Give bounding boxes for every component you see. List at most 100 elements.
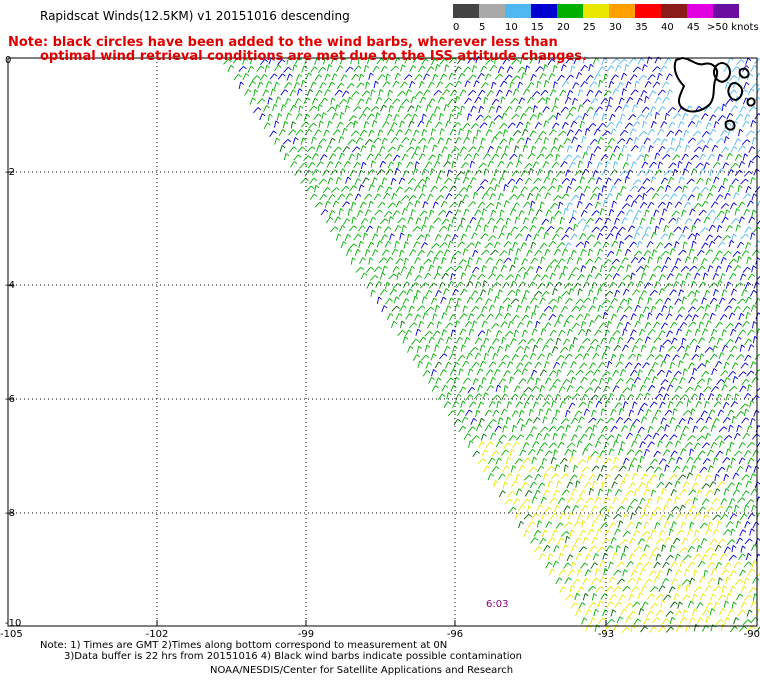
- wind-barb: [366, 249, 371, 253]
- wind-barb: [716, 138, 722, 144]
- wind-barb: [747, 273, 753, 281]
- wind-barb: [661, 473, 665, 477]
- wind-barb: [434, 361, 440, 369]
- wind-barb: [499, 209, 502, 217]
- wind-barb: [501, 354, 507, 361]
- wind-barb: [647, 297, 650, 305]
- wind-barb: [386, 281, 391, 285]
- wind-barb: [428, 120, 433, 124]
- wind-barb: [467, 313, 472, 321]
- wind-barb: [499, 258, 503, 262]
- wind-barb: [462, 217, 466, 221]
- wind-barb: [697, 512, 701, 517]
- wind-barb: [742, 306, 748, 313]
- wind-barb: [535, 161, 540, 165]
- wind-barb: [539, 168, 544, 172]
- wind-barb: [390, 122, 395, 129]
- wind-barb: [530, 200, 533, 208]
- wind-barb: [569, 202, 573, 206]
- wind-barb: [444, 361, 449, 369]
- wind-barb: [526, 65, 531, 69]
- wind-barb: [441, 384, 446, 392]
- wind-barb: [419, 360, 423, 364]
- wind-barb: [687, 291, 693, 298]
- wind-barb: [689, 338, 695, 346]
- wind-barb: [498, 114, 503, 119]
- wind-barb: [691, 376, 696, 380]
- wind-barb: [660, 434, 666, 441]
- wind-barb: [647, 74, 653, 81]
- wind-barb: [535, 209, 540, 216]
- wind-barb: [447, 240, 451, 248]
- wind-barb: [331, 187, 337, 193]
- wind-barb: [546, 466, 552, 472]
- wind-barb: [613, 513, 619, 520]
- wind-barb: [724, 370, 729, 374]
- wind-barb: [527, 449, 533, 456]
- wind-barb: [587, 161, 590, 169]
- wind-barb: [443, 249, 448, 257]
- wind-barb: [672, 137, 676, 141]
- wind-barb: [446, 345, 451, 349]
- wind-barb: [751, 321, 755, 329]
- wind-barb: [507, 257, 512, 261]
- wind-barb: [462, 400, 466, 404]
- wind-barb: [624, 401, 629, 405]
- wind-barb: [509, 498, 513, 502]
- wind-barb: [517, 273, 521, 278]
- wind-barb: [232, 57, 239, 64]
- wind-barb: [383, 211, 390, 217]
- wind-barb: [442, 296, 447, 300]
- wind-barb: [502, 129, 506, 137]
- wind-barb: [537, 489, 541, 493]
- wind-barb: [470, 313, 475, 317]
- wind-barb: [520, 242, 525, 250]
- wind-barb: [560, 418, 567, 425]
- wind-barb: [725, 203, 730, 207]
- wind-barb: [630, 272, 633, 280]
- wind-barb: [692, 505, 697, 509]
- wind-barb: [712, 424, 717, 428]
- wind-barb: [539, 448, 544, 452]
- wind-barb: [439, 250, 444, 254]
- wind-barb: [443, 369, 447, 373]
- wind-barb: [540, 274, 546, 281]
- wind-barb: [690, 298, 696, 305]
- wind-barb: [752, 361, 757, 365]
- wind-barb: [421, 305, 426, 309]
- wind-barb: [563, 320, 567, 328]
- wind-barb: [434, 185, 438, 189]
- wind-barb: [642, 344, 647, 348]
- wind-barb: [661, 369, 665, 373]
- wind-barb: [758, 369, 760, 372]
- wind-barb: [518, 488, 523, 492]
- wind-barb: [625, 194, 630, 202]
- wind-barb: [537, 482, 543, 490]
- wind-barb: [675, 506, 680, 510]
- wind-barb: [680, 137, 684, 141]
- wind-barb: [710, 442, 715, 449]
- wind-barb: [371, 89, 376, 93]
- wind-barb: [704, 258, 708, 262]
- wind-barb: [467, 264, 471, 268]
- wind-barb: [443, 200, 448, 204]
- wind-barb: [502, 490, 506, 494]
- wind-barb: [578, 144, 582, 148]
- wind-barb: [595, 400, 600, 408]
- wind-barb: [752, 176, 756, 181]
- wind-barb: [415, 217, 419, 225]
- wind-barb: [737, 306, 741, 310]
- wind-barb: [751, 193, 755, 201]
- wind-barb: [582, 218, 586, 222]
- wind-barb: [718, 297, 723, 305]
- wind-barb: [606, 400, 611, 404]
- wind-barb: [732, 376, 736, 384]
- wind-barb: [581, 136, 584, 144]
- wind-barb: [449, 314, 454, 321]
- wind-barb: [375, 97, 380, 105]
- wind-barb: [472, 201, 477, 205]
- wind-barb: [528, 474, 533, 479]
- wind-barb: [516, 121, 521, 129]
- wind-barb: [746, 200, 751, 208]
- wind-barb: [751, 417, 756, 422]
